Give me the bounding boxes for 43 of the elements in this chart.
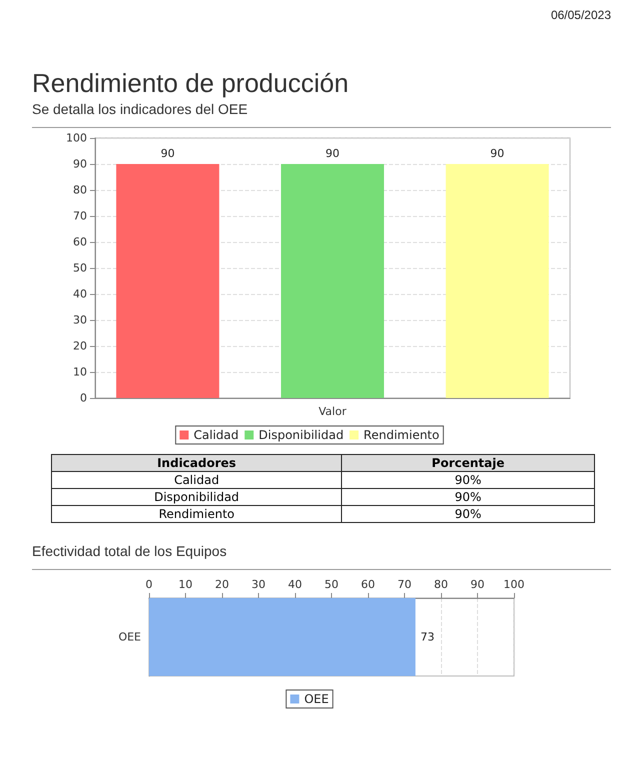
x-tick-label: 70	[398, 578, 412, 591]
text: 90%	[454, 507, 482, 521]
chart-title: Rendimiento de producción	[32, 68, 350, 99]
y-tick-label: 0	[80, 392, 87, 404]
legend-label: Calidad	[194, 428, 239, 442]
x-tick-label: 60	[361, 578, 375, 591]
y-tick-label: 90	[73, 158, 87, 170]
x-tick-label: 40	[288, 578, 302, 591]
y-tick-label: 100	[66, 132, 87, 144]
y-tick-label: 70	[73, 210, 87, 222]
chart-subtitle: Se detalla los indicadores del OEE	[32, 101, 249, 117]
y-tick-label: 50	[73, 262, 87, 274]
y-tick-label: 40	[73, 288, 87, 300]
x-tick-label: 100	[504, 578, 524, 591]
legend-label: OEE	[304, 692, 329, 706]
category-label: Calidad	[52, 472, 342, 488]
x-tick-label: 20	[215, 578, 229, 591]
data-label: 90	[490, 147, 504, 160]
x-tick-label: 30	[252, 578, 266, 591]
text: Porcentaje	[342, 454, 594, 472]
data-label: 90	[160, 147, 175, 160]
text: 06/05/2023	[550, 8, 611, 22]
x-tick-label: Valor	[318, 405, 347, 418]
x-tick-label: 80	[434, 578, 448, 591]
x-tick-label: 0	[146, 578, 152, 591]
x-tick-label: 90	[470, 578, 484, 591]
text: 90%	[454, 473, 482, 487]
category-label: Disponibilidad	[52, 488, 342, 506]
x-tick-label: 10	[178, 578, 192, 591]
y-tick-label: 60	[73, 236, 87, 248]
y-tick-label: 80	[73, 184, 87, 196]
y-tick-label: 30	[73, 314, 87, 326]
y-tick-label: 20	[73, 340, 87, 352]
data-label: 73	[420, 630, 434, 644]
text: Indicadores	[52, 454, 342, 472]
data-label: 90	[326, 147, 340, 160]
legend-label: Disponibilidad	[258, 428, 344, 442]
chart-title: Efectividad total de los Equipos	[32, 543, 228, 559]
category-label: Rendimiento	[52, 506, 342, 522]
legend-label: Rendimiento	[364, 428, 440, 442]
text: 90%	[454, 490, 482, 504]
x-tick-label: 50	[324, 578, 338, 591]
y-tick-label: 10	[73, 366, 87, 378]
